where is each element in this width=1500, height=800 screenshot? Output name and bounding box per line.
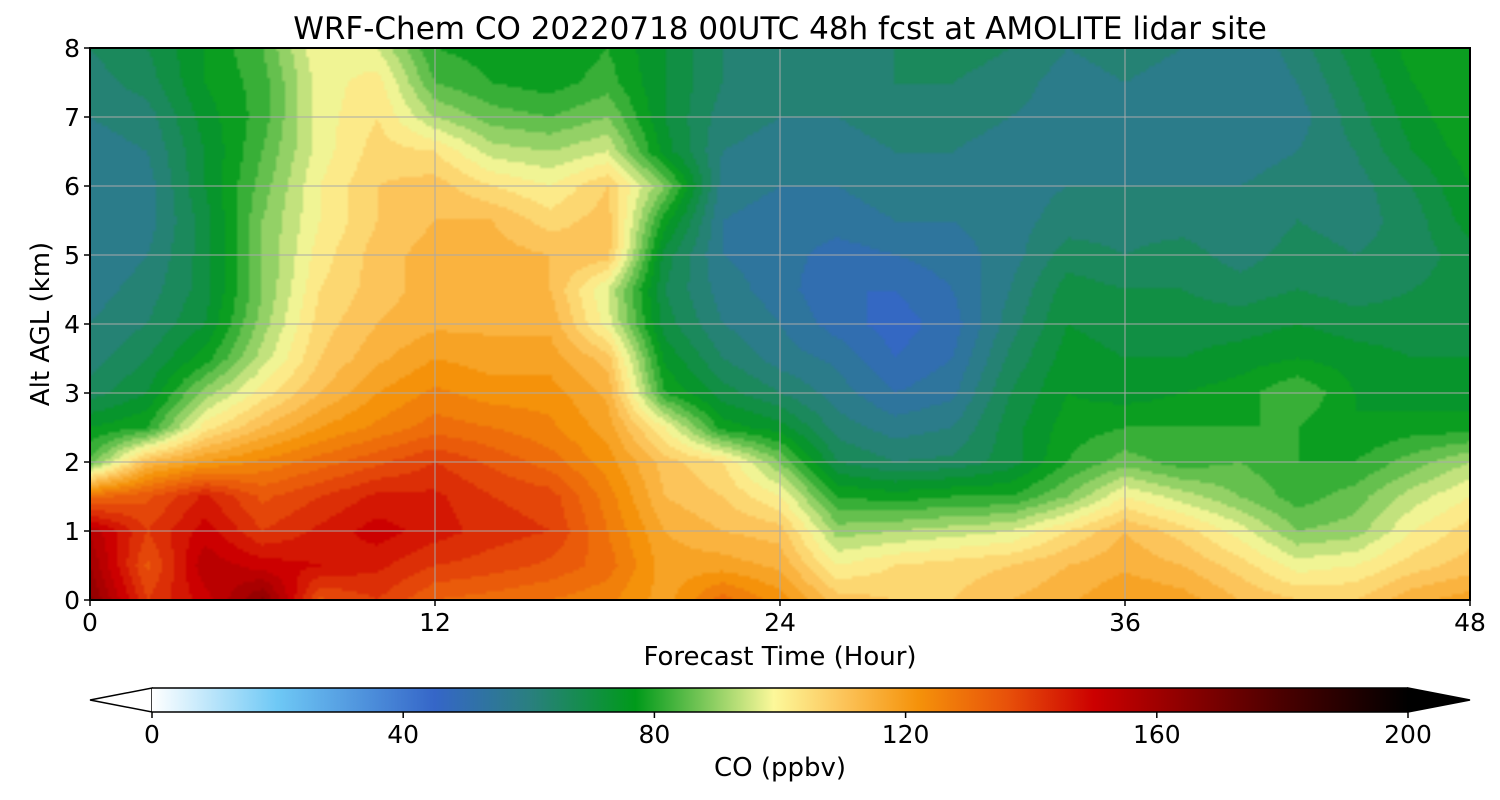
colorbar-high-extension (1407, 687, 1471, 713)
colorbar-tick-label-0: 0 (144, 720, 160, 749)
y-tick-label-1: 1 (64, 517, 80, 546)
colorbar-label: CO (ppbv) (714, 753, 846, 783)
colorbar-tick-label-3: 120 (882, 720, 930, 749)
y-tick-label-0: 0 (64, 586, 80, 615)
colorbar-tick-label-2: 80 (638, 720, 670, 749)
y-tick-label-5: 5 (64, 241, 80, 270)
colorbar-low-extension (89, 687, 153, 713)
x-tick-label-1: 12 (419, 608, 451, 637)
x-tick-label-2: 24 (764, 608, 796, 637)
colorbar-ticks: 0 40 80 120 160 200 (144, 712, 1432, 749)
x-axis-label: Forecast Time (Hour) (643, 642, 916, 672)
y-tick-label-8: 8 (64, 34, 80, 63)
x-axis-ticks: 0 12 24 36 48 (82, 600, 1486, 637)
y-tick-label-6: 6 (64, 172, 80, 201)
chart-title: WRF-Chem CO 20220718 00UTC 48h fcst at A… (293, 11, 1267, 47)
y-tick-label-3: 3 (64, 379, 80, 408)
colorbar-tick-label-4: 160 (1133, 720, 1181, 749)
y-tick-label-2: 2 (64, 448, 80, 477)
y-axis-label: Alt AGL (km) (26, 242, 56, 406)
y-axis-ticks: 0 1 2 3 4 5 6 7 8 (64, 34, 90, 615)
x-tick-label-3: 36 (1109, 608, 1141, 637)
colorbar-tick-label-5: 200 (1384, 720, 1432, 749)
colorbar-gradient (152, 688, 1408, 712)
colorbar-tick-label-1: 40 (387, 720, 419, 749)
colorbar: 0 40 80 120 160 200 CO (ppbv) (89, 687, 1471, 783)
x-tick-label-0: 0 (82, 608, 98, 637)
x-tick-label-4: 48 (1454, 608, 1486, 637)
y-tick-label-4: 4 (64, 310, 80, 339)
y-tick-label-7: 7 (64, 103, 80, 132)
